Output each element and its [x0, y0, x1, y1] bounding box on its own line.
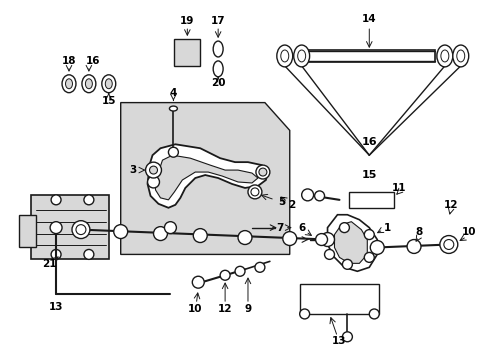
Ellipse shape [456, 50, 464, 62]
Circle shape [168, 147, 178, 157]
Circle shape [114, 225, 127, 239]
Text: 9: 9 [244, 304, 251, 314]
Circle shape [342, 260, 352, 269]
Text: 21: 21 [42, 259, 56, 269]
Circle shape [145, 162, 161, 178]
Text: 16: 16 [361, 137, 376, 147]
Circle shape [339, 223, 349, 233]
Text: 13: 13 [331, 336, 346, 346]
Circle shape [153, 227, 167, 240]
Circle shape [258, 168, 266, 176]
Circle shape [76, 225, 86, 235]
Circle shape [220, 270, 230, 280]
Circle shape [235, 266, 244, 276]
Polygon shape [299, 284, 379, 314]
Polygon shape [155, 155, 257, 200]
Ellipse shape [293, 45, 309, 67]
Text: 1: 1 [383, 222, 390, 233]
Polygon shape [334, 222, 366, 264]
Circle shape [342, 332, 352, 342]
Circle shape [164, 222, 176, 234]
Text: 15: 15 [361, 170, 376, 180]
Ellipse shape [169, 106, 177, 111]
Text: 17: 17 [210, 16, 225, 26]
Ellipse shape [65, 79, 72, 89]
Circle shape [282, 231, 296, 246]
Circle shape [324, 249, 334, 260]
Ellipse shape [213, 61, 223, 77]
Circle shape [50, 222, 62, 234]
Text: 15: 15 [102, 96, 116, 105]
Polygon shape [327, 215, 376, 271]
Ellipse shape [276, 45, 292, 67]
Text: 11: 11 [391, 183, 406, 193]
Ellipse shape [436, 45, 452, 67]
Circle shape [84, 249, 94, 260]
Polygon shape [349, 192, 393, 208]
Text: 6: 6 [298, 222, 305, 233]
Polygon shape [19, 215, 36, 247]
Circle shape [255, 165, 269, 179]
Text: 19: 19 [180, 16, 194, 26]
Text: 8: 8 [414, 226, 422, 237]
Circle shape [51, 249, 61, 260]
Circle shape [84, 195, 94, 205]
Circle shape [238, 231, 251, 244]
Ellipse shape [62, 75, 76, 93]
Polygon shape [174, 39, 200, 66]
Polygon shape [147, 144, 267, 208]
Circle shape [315, 234, 327, 246]
Polygon shape [307, 50, 434, 62]
Ellipse shape [105, 79, 112, 89]
Text: 12: 12 [218, 304, 232, 314]
Text: 12: 12 [443, 200, 457, 210]
Text: 3: 3 [129, 165, 136, 175]
Circle shape [439, 235, 457, 253]
Text: 7: 7 [276, 222, 283, 233]
Circle shape [364, 230, 373, 239]
Text: 5: 5 [278, 197, 285, 207]
Ellipse shape [280, 50, 288, 62]
Circle shape [320, 233, 334, 247]
Circle shape [301, 189, 313, 201]
Ellipse shape [297, 50, 305, 62]
Text: 10: 10 [461, 226, 475, 237]
Text: 10: 10 [188, 304, 202, 314]
Text: 16: 16 [85, 56, 100, 66]
Circle shape [364, 252, 373, 262]
Text: 18: 18 [61, 56, 76, 66]
Ellipse shape [440, 50, 448, 62]
Text: 13: 13 [49, 302, 63, 312]
Circle shape [406, 239, 420, 253]
Circle shape [51, 195, 61, 205]
Circle shape [247, 185, 262, 199]
Text: 2: 2 [287, 200, 295, 210]
Circle shape [254, 262, 264, 272]
Circle shape [250, 188, 258, 196]
Polygon shape [121, 103, 289, 255]
Text: 20: 20 [210, 78, 225, 88]
Circle shape [149, 166, 157, 174]
Circle shape [72, 221, 90, 239]
Ellipse shape [452, 45, 468, 67]
Text: 4: 4 [169, 88, 177, 98]
Ellipse shape [85, 79, 92, 89]
Circle shape [314, 191, 324, 201]
Polygon shape [31, 195, 108, 260]
Circle shape [299, 309, 309, 319]
Ellipse shape [102, 75, 116, 93]
Circle shape [192, 276, 204, 288]
Circle shape [193, 229, 207, 243]
Circle shape [369, 240, 384, 255]
Circle shape [147, 176, 159, 188]
Text: 14: 14 [361, 14, 376, 24]
Circle shape [368, 309, 379, 319]
Ellipse shape [82, 75, 96, 93]
Ellipse shape [213, 41, 223, 57]
Circle shape [443, 239, 453, 249]
